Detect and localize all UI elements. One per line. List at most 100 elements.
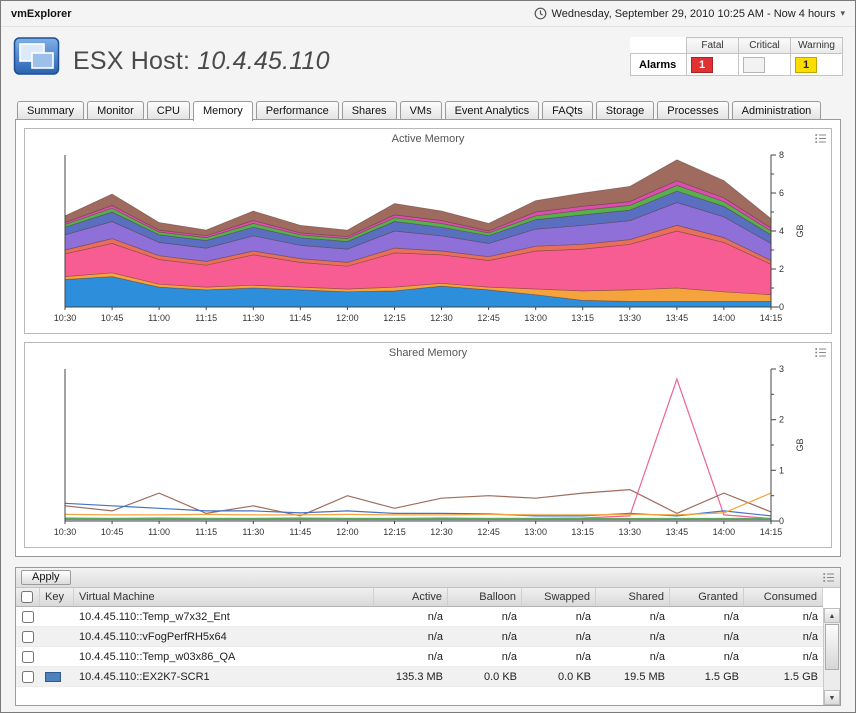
x-axis-label: 11:00 xyxy=(148,313,170,323)
metric-value: 19.5 MB xyxy=(624,670,665,683)
warning-count-badge[interactable]: 1 xyxy=(795,56,817,73)
table-options-icon[interactable] xyxy=(822,571,835,584)
page-title-prefix: ESX Host: xyxy=(73,47,198,75)
y-axis-label: GB xyxy=(795,224,805,237)
x-axis-label: 14:00 xyxy=(713,313,736,323)
tab-monitor[interactable]: Monitor xyxy=(87,101,144,119)
vm-table: Key Virtual Machine Active Balloon Swapped Sh… xyxy=(16,588,823,687)
x-axis-label: 13:15 xyxy=(571,313,594,323)
row-checkbox[interactable] xyxy=(22,670,34,683)
tab-faqts[interactable]: FAQts xyxy=(542,101,593,119)
alarm-col-warning: Warning xyxy=(790,37,843,54)
row-checkbox[interactable] xyxy=(22,630,34,643)
shared-memory-header: Shared Memory xyxy=(25,343,831,361)
column-header-virtual-machine[interactable]: Virtual Machine xyxy=(74,588,374,606)
line-series-series-orange xyxy=(64,492,772,516)
alarms-panel: Fatal Critical Warning Alarms 1 1 xyxy=(630,37,843,76)
tab-memory[interactable]: Memory xyxy=(192,101,253,121)
x-axis-label: 11:15 xyxy=(195,313,217,323)
top-bar: vmExplorer Wednesday, September 29, 2010… xyxy=(1,1,855,27)
row-select-cell xyxy=(16,610,40,623)
metric-value: 1.5 GB xyxy=(704,670,739,683)
x-axis-label: 13:30 xyxy=(619,527,642,537)
vm-name: 10.4.45.110::Temp_w7x32_Ent xyxy=(79,610,230,623)
tab-performance[interactable]: Performance xyxy=(255,101,339,119)
table-row[interactable]: 10.4.45.110::Temp_w03x86_QA n/a n/a n/a n/a n… xyxy=(16,647,823,667)
tab-event-analytics[interactable]: Event Analytics xyxy=(444,101,540,119)
chart-title-active-memory: Active Memory xyxy=(391,133,465,145)
row-select-cell xyxy=(16,630,40,643)
y-axis-label: GB xyxy=(795,438,805,451)
app-title: vmExplorer xyxy=(11,7,72,20)
tab-summary[interactable]: Summary xyxy=(17,101,85,119)
metric-value: 1.5 GB xyxy=(783,670,818,683)
metric-value: n/a xyxy=(575,630,591,643)
column-header-granted[interactable]: Granted xyxy=(670,588,744,606)
scroll-up-button[interactable]: ▲ xyxy=(824,608,840,623)
x-axis-label: 10:30 xyxy=(54,527,77,537)
column-header-key[interactable]: Key xyxy=(40,588,74,606)
scroll-down-button[interactable]: ▼ xyxy=(824,690,840,705)
x-axis-label: 14:00 xyxy=(713,527,736,537)
x-axis-label: 11:30 xyxy=(242,527,264,537)
vm-metrics-panel: Apply Key Virtual Machine Active Balloon Swa… xyxy=(15,567,841,706)
tab-bar: Summary Monitor CPU Memory Performance Shares… xyxy=(1,99,855,121)
x-axis-label: 12:30 xyxy=(430,527,453,537)
memory-tab-content: Active Memory 0 2 4 6 8 GB 10:30 10:45 11:00 11:1… xyxy=(15,119,841,557)
x-axis-label: 14:15 xyxy=(760,313,783,323)
x-axis-label: 13:30 xyxy=(619,313,642,323)
x-axis-label: 10:30 xyxy=(54,313,77,323)
column-header-swapped[interactable]: Swapped xyxy=(522,588,596,606)
alarm-col-critical: Critical xyxy=(738,37,791,54)
time-range-label: Wednesday, September 29, 2010 10:25 AM -… xyxy=(551,7,836,20)
tab-administration[interactable]: Administration xyxy=(731,101,822,119)
row-checkbox[interactable] xyxy=(22,610,34,623)
scrollbar-thumb[interactable] xyxy=(825,624,839,670)
alarms-label: Alarms xyxy=(630,53,687,76)
row-checkbox[interactable] xyxy=(22,650,34,663)
tab-cpu[interactable]: CPU xyxy=(146,101,190,119)
row-select-cell xyxy=(16,670,40,683)
table-row[interactable]: 10.4.45.110::vFogPerfRH5x64 n/a n/a n/a n/a n… xyxy=(16,627,823,647)
vm-table-header-row: Key Virtual Machine Active Balloon Swapped Sh… xyxy=(16,588,823,607)
x-axis-label: 13:15 xyxy=(571,527,594,537)
x-axis-label: 11:00 xyxy=(148,527,170,537)
time-range-control[interactable]: Wednesday, September 29, 2010 10:25 AM -… xyxy=(534,7,845,20)
vm-name: 10.4.45.110::Temp_w03x86_QA xyxy=(79,650,236,663)
vertical-scrollbar[interactable]: ▲ ▼ xyxy=(823,608,840,705)
column-header-consumed[interactable]: Consumed xyxy=(744,588,823,606)
column-header-shared[interactable]: Shared xyxy=(596,588,670,606)
metric-value: 135.3 MB xyxy=(395,670,443,683)
x-axis-label: 13:00 xyxy=(524,313,547,323)
apply-button[interactable]: Apply xyxy=(21,570,71,585)
metric-value: n/a xyxy=(501,650,517,663)
fatal-count-badge[interactable]: 1 xyxy=(691,56,713,73)
tab-processes[interactable]: Processes xyxy=(657,101,729,119)
shared-memory-panel: Shared Memory 0 1 2 3 GB 10:30 10:45 11:00 11:15… xyxy=(24,342,832,548)
tab-vms[interactable]: VMs xyxy=(399,101,442,119)
column-header-balloon[interactable]: Balloon xyxy=(448,588,522,606)
tab-shares[interactable]: Shares xyxy=(341,101,397,119)
chart-options-icon[interactable] xyxy=(814,346,827,359)
x-axis-label: 14:15 xyxy=(760,527,783,537)
tab-storage[interactable]: Storage xyxy=(595,101,655,119)
metric-value: n/a xyxy=(427,650,443,663)
table-row[interactable]: 10.4.45.110::EX2K7-SCR1 135.3 MB 0.0 KB 0.0… xyxy=(16,667,823,687)
x-axis-label: 12:00 xyxy=(336,313,359,323)
critical-count-badge xyxy=(743,56,765,73)
active-memory-panel: Active Memory 0 2 4 6 8 GB 10:30 10:45 11:00 11:1… xyxy=(24,128,832,334)
x-axis-label: 13:00 xyxy=(524,527,547,537)
column-header-active[interactable]: Active xyxy=(374,588,448,606)
chart-options-icon[interactable] xyxy=(814,132,827,145)
page-title: ESX Host: 10.4.45.110 xyxy=(73,47,330,76)
svg-text:0: 0 xyxy=(779,516,784,526)
x-axis-label: 11:15 xyxy=(195,527,217,537)
metric-value: n/a xyxy=(802,610,818,623)
table-row[interactable]: 10.4.45.110::Temp_w7x32_Ent n/a n/a n/a n/a n… xyxy=(16,607,823,627)
select-all-checkbox[interactable] xyxy=(21,591,33,603)
alarm-col-fatal: Fatal xyxy=(686,37,739,54)
line-series-series-brown xyxy=(64,488,772,517)
row-select-cell xyxy=(16,650,40,663)
metric-value: 0.0 KB xyxy=(557,670,591,683)
